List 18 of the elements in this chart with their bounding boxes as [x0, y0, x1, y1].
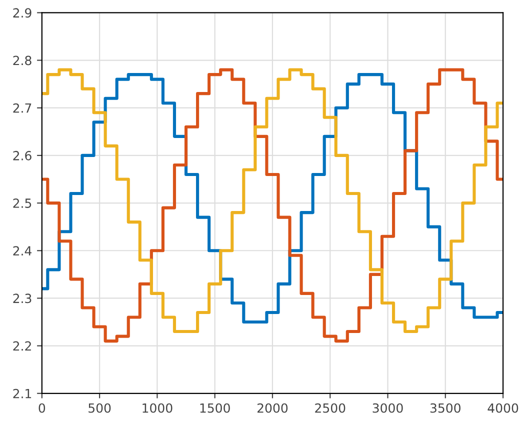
- y-tick-label: 2.5: [13, 198, 32, 208]
- x-tick-label: 1000: [142, 403, 172, 413]
- x-tick-label: 500: [88, 403, 111, 413]
- y-tick-label: 2.3: [13, 294, 32, 304]
- x-tick-label: 0: [38, 403, 46, 413]
- y-tick-label: 2.6: [13, 150, 32, 160]
- x-tick-label: 3000: [372, 403, 403, 413]
- x-tick-label: 1500: [200, 403, 230, 413]
- y-tick-label: 2.8: [13, 56, 32, 66]
- y-tick-label: 2.1: [13, 388, 32, 398]
- y-tick-label: 2.7: [13, 103, 32, 113]
- x-tick-label: 3500: [430, 403, 460, 413]
- y-tick-label: 2.2: [13, 341, 31, 351]
- y-tick-label: 2.4: [13, 246, 32, 256]
- x-tick-label: 4000: [488, 403, 518, 413]
- y-tick-label: 2.9: [13, 8, 32, 18]
- x-tick-label: 2000: [257, 403, 288, 413]
- x-tick-label: 2500: [315, 403, 346, 413]
